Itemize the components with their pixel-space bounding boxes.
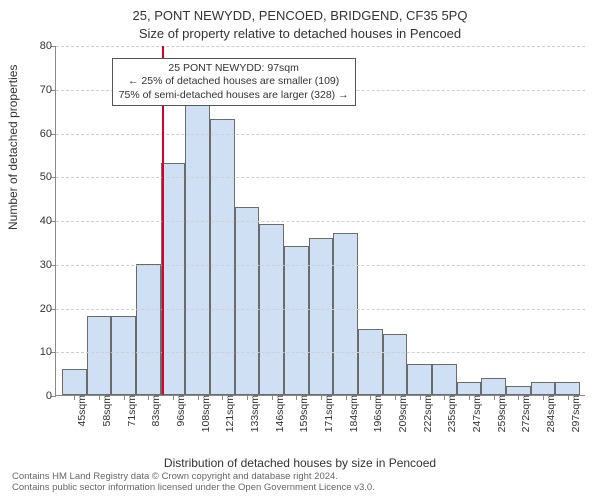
bar [87,316,112,395]
x-axis-label: Distribution of detached houses by size … [0,456,600,470]
chart-container: 25, PONT NEWYDD, PENCOED, BRIDGEND, CF35… [0,0,600,500]
gridline [56,134,585,135]
bar [136,264,161,395]
xtick-label: 133sqm [247,395,261,432]
xtick-label: 146sqm [272,395,286,432]
ytick-label: 60 [24,128,56,140]
bar [383,334,408,395]
ytick-label: 40 [24,215,56,227]
xtick-label: 184sqm [346,395,360,432]
bar [506,386,531,395]
annotation-line: 25 PONT NEWYDD: 97sqm [119,62,349,75]
xtick-label: 171sqm [321,395,335,432]
bar [531,382,556,395]
xtick-label: 108sqm [198,395,212,432]
chart-title-line2: Size of property relative to detached ho… [0,26,600,41]
bar [111,316,136,395]
bar [259,224,284,395]
xtick-label: 247sqm [469,395,483,432]
xtick-label: 297sqm [568,395,582,432]
ytick-label: 30 [24,259,56,271]
gridline [56,309,585,310]
annotation-line: 75% of semi-detached houses are larger (… [119,89,349,102]
ytick-label: 80 [24,40,56,52]
annotation-box: 25 PONT NEWYDD: 97sqm← 25% of detached h… [112,58,356,105]
bar [555,382,580,395]
bar [161,163,186,395]
bar [185,102,210,395]
y-axis-label: Number of detached properties [6,65,20,230]
gridline [56,46,585,47]
bar [407,364,432,395]
gridline [56,265,585,266]
xtick-label: 159sqm [296,395,310,432]
footer-line2: Contains public sector information licen… [12,483,588,494]
bar [358,329,383,395]
xtick-label: 71sqm [124,395,138,427]
ytick-label: 70 [24,84,56,96]
bar [432,364,457,395]
xtick-label: 58sqm [99,395,113,427]
ytick-label: 10 [24,346,56,358]
bar [481,378,506,396]
xtick-label: 83sqm [148,395,162,427]
footer-attribution: Contains HM Land Registry data © Crown c… [12,472,588,494]
xtick-label: 259sqm [494,395,508,432]
ytick-label: 50 [24,171,56,183]
ytick-label: 20 [24,303,56,315]
bar [284,246,309,395]
gridline [56,177,585,178]
xtick-label: 222sqm [420,395,434,432]
bar [235,207,260,395]
xtick-label: 284sqm [543,395,557,432]
bar [309,238,334,396]
xtick-label: 196sqm [370,395,384,432]
plot-area: 0102030405060708045sqm58sqm71sqm83sqm96s… [55,46,585,396]
xtick-label: 96sqm [173,395,187,427]
bar [333,233,358,395]
xtick-label: 121sqm [222,395,236,432]
xtick-label: 235sqm [444,395,458,432]
xtick-label: 272sqm [518,395,532,432]
chart-title-line1: 25, PONT NEWYDD, PENCOED, BRIDGEND, CF35… [0,8,600,23]
gridline [56,352,585,353]
bar [457,382,482,395]
bar [210,119,235,395]
bar [62,369,87,395]
gridline [56,221,585,222]
xtick-label: 209sqm [395,395,409,432]
xtick-label: 45sqm [74,395,88,427]
ytick-label: 0 [24,390,56,402]
annotation-line: ← 25% of detached houses are smaller (10… [119,75,349,88]
